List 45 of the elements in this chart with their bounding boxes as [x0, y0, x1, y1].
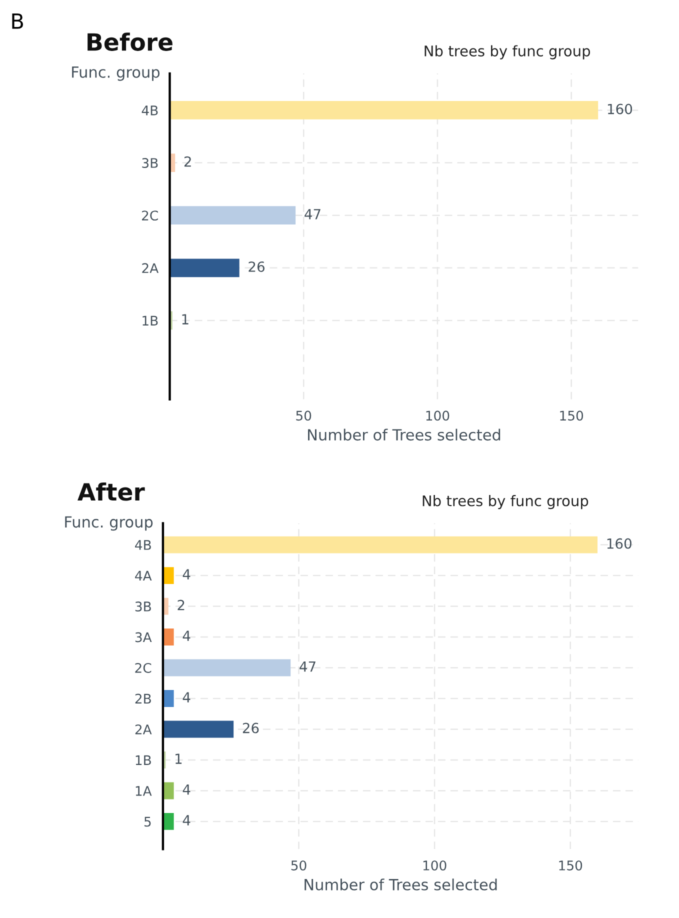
x-axis-title: Number of Trees selected	[304, 878, 497, 890]
data-label: 4	[182, 692, 190, 702]
y-tick-label: 3B	[142, 158, 158, 168]
x-tick-label: 50	[296, 410, 312, 421]
y-tick-label: 1B	[136, 755, 151, 766]
x-axis-title: Number of Trees selected	[308, 428, 500, 441]
y-tick-label: 1B	[142, 316, 158, 326]
data-label: 4	[182, 630, 190, 641]
y-tick-label: 4A	[135, 570, 152, 581]
chart-title: After	[78, 482, 145, 501]
data-label: 1	[176, 754, 182, 764]
data-label: 1	[182, 314, 188, 324]
data-label: 2	[178, 600, 184, 610]
y-tick-label: 5	[144, 816, 151, 827]
text: B	[12, 14, 24, 29]
data-label: 2	[184, 156, 191, 167]
y-tick-label: 4B	[135, 540, 151, 550]
y-tick-label: 2B	[135, 694, 151, 704]
data-label: 160	[607, 538, 632, 549]
y-tick-label: 3A	[135, 632, 152, 642]
data-label: 47	[300, 661, 316, 672]
y-tick-label: 2A	[142, 263, 159, 273]
x-tick-label: 100	[423, 860, 446, 870]
data-label: 26	[242, 722, 259, 734]
data-label: 4	[182, 569, 190, 580]
y-tick-label: 4B	[142, 106, 158, 116]
data-label: 4	[182, 815, 190, 826]
data-label: 26	[248, 261, 264, 272]
x-tick-label: 150	[560, 410, 584, 421]
chart-subtitle: Nb trees by func group	[422, 495, 588, 510]
data-label: 47	[304, 209, 320, 220]
y-tick-label: 2A	[135, 724, 152, 734]
y-axis-title: Func. group	[72, 66, 160, 81]
y-tick-label: 2C	[142, 210, 158, 221]
x-tick-label: 50	[291, 860, 306, 870]
chart-title: Before	[88, 32, 172, 51]
chart-subtitle: Nb trees by func group	[424, 45, 590, 60]
y-axis-title: Func. group	[65, 516, 153, 531]
x-tick-label: 150	[559, 860, 582, 870]
x-tick-label: 100	[426, 410, 450, 421]
y-tick-label: 2C	[135, 662, 152, 673]
y-tick-label: 3B	[135, 601, 151, 612]
data-label: 160	[608, 104, 632, 114]
data-label: 4	[182, 784, 190, 795]
y-tick-label: 1A	[136, 786, 152, 796]
